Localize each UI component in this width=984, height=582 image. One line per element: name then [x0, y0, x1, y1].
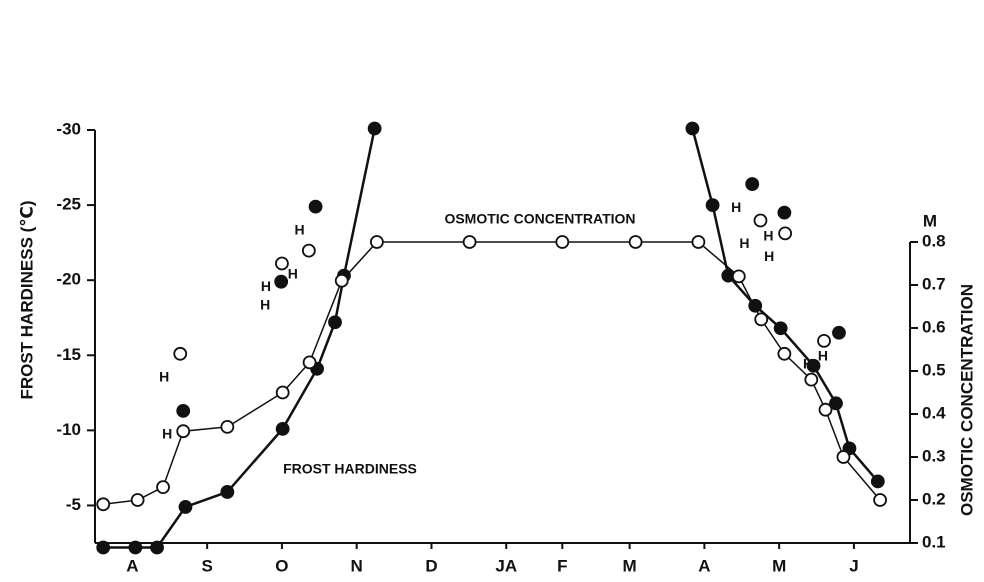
y-tick-label: -30 — [56, 119, 81, 138]
data-point — [829, 396, 843, 411]
data-point — [275, 385, 290, 400]
x-tick-label: M — [623, 556, 637, 575]
x-tick-label: N — [351, 556, 363, 575]
x-tick-label: A — [126, 556, 138, 575]
data-point — [275, 256, 289, 271]
hardening-label: H — [295, 221, 305, 237]
data-point — [778, 226, 793, 241]
x-tick-label: O — [275, 556, 288, 575]
y2-tick-label: 0.2 — [922, 489, 946, 508]
y-tick-label: -20 — [56, 270, 81, 289]
hardening-label: H — [159, 369, 169, 385]
data-point — [220, 485, 235, 499]
x-tick-label: F — [557, 556, 567, 575]
data-point — [367, 121, 382, 136]
data-point — [691, 235, 706, 249]
x-tick-label: D — [425, 556, 437, 575]
y-tick-label: -5 — [66, 495, 81, 514]
data-point — [777, 346, 792, 361]
hardening-label: H — [261, 278, 271, 294]
data-point — [754, 312, 769, 327]
y-tick-label: -25 — [56, 195, 81, 214]
y2-tick-label: 0.4 — [922, 403, 946, 422]
data-point — [753, 213, 768, 228]
data-point — [832, 325, 846, 340]
data-point — [301, 243, 316, 258]
x-tick-label: S — [201, 556, 212, 575]
hardening-label: H — [260, 296, 270, 312]
data-point — [150, 540, 164, 555]
y2-unit: M — [923, 211, 937, 230]
x-tick-label: JA — [495, 556, 517, 575]
data-point — [873, 493, 887, 507]
series-line — [103, 128, 879, 549]
hardening-label: H — [764, 248, 774, 264]
y-axis-label: FROST HARDINESS (℃) — [17, 200, 36, 399]
data-point — [220, 419, 235, 434]
data-point — [96, 540, 111, 555]
y2-tick-label: 0.6 — [922, 317, 946, 336]
data-point — [462, 235, 477, 249]
data-point — [818, 402, 833, 417]
data-point — [308, 199, 323, 214]
data-point — [745, 177, 760, 191]
data-point — [328, 315, 342, 330]
hardening-label: H — [818, 347, 828, 363]
hardening-label: H — [288, 265, 298, 281]
hardening-label: H — [803, 356, 813, 372]
data-point — [274, 274, 289, 289]
x-tick-label: M — [772, 556, 786, 575]
data-point — [804, 372, 819, 387]
data-point — [836, 450, 851, 464]
data-point — [369, 235, 384, 249]
y2-axis-label: OSMOTIC CONCENTRATION — [957, 284, 976, 516]
y2-tick-label: 0.8 — [922, 231, 946, 250]
data-point — [806, 358, 821, 373]
data-point — [685, 121, 700, 136]
data-point — [773, 321, 788, 336]
annotation: FROST HARDINESS — [283, 461, 417, 477]
data-point — [777, 205, 792, 220]
y2-tick-label: 0.3 — [922, 446, 946, 465]
data-point — [870, 474, 885, 489]
data-point — [302, 355, 317, 370]
x-tick-label: J — [849, 556, 858, 575]
data-point — [748, 298, 763, 313]
series-line — [103, 241, 881, 506]
hardening-label: H — [739, 235, 749, 251]
data-point — [128, 540, 143, 555]
data-point — [156, 480, 170, 495]
data-point — [176, 424, 191, 439]
y2-tick-label: 0.1 — [922, 532, 946, 551]
data-point — [731, 269, 746, 284]
data-point — [555, 235, 570, 249]
data-point — [178, 500, 193, 514]
data-point — [334, 273, 349, 288]
data-point — [817, 333, 831, 348]
data-point — [130, 493, 145, 507]
hardening-label: H — [731, 199, 741, 215]
data-point — [176, 403, 191, 418]
annotation: OSMOTIC CONCENTRATION — [444, 211, 635, 227]
hardening-label: H — [763, 227, 773, 243]
data-point — [275, 421, 290, 436]
hardening-label: H — [162, 426, 172, 442]
data-point — [628, 235, 643, 249]
data-point — [96, 497, 111, 512]
y-tick-label: -10 — [56, 420, 81, 439]
y2-tick-label: 0.5 — [922, 360, 946, 379]
data-point — [705, 198, 720, 212]
y2-tick-label: 0.7 — [922, 274, 946, 293]
data-point — [173, 346, 188, 361]
x-tick-label: A — [698, 556, 710, 575]
y-tick-label: -15 — [56, 345, 81, 364]
